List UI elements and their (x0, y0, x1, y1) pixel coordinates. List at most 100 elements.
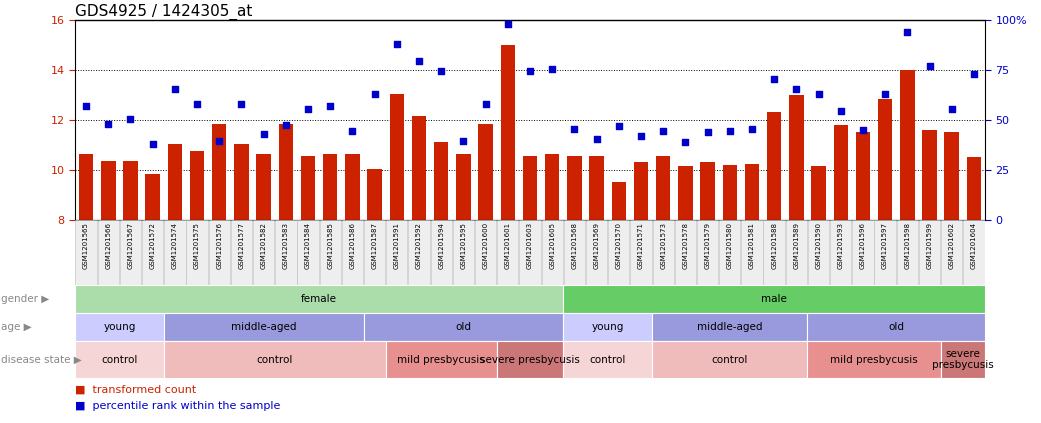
Bar (163, 313, 363, 341)
Text: GSM1201583: GSM1201583 (283, 222, 288, 269)
Text: control: control (712, 354, 747, 365)
Bar (98, 220, 119, 285)
Bar (941, 220, 962, 285)
Text: GSM1201588: GSM1201588 (771, 222, 778, 269)
Text: control: control (589, 354, 626, 365)
Bar (168, 144, 182, 220)
Point (322, 103, 338, 110)
Point (345, 128, 361, 135)
Bar (878, 99, 892, 220)
Text: GSM1201589: GSM1201589 (793, 222, 799, 269)
Text: young: young (591, 322, 624, 332)
Bar (545, 154, 559, 220)
Bar (101, 161, 116, 220)
Bar (919, 220, 940, 285)
Bar (301, 156, 315, 220)
Text: GSM1201601: GSM1201601 (505, 222, 511, 269)
Bar (523, 156, 537, 220)
Bar (900, 70, 915, 220)
Text: GSM1201565: GSM1201565 (83, 222, 90, 269)
Bar (808, 313, 985, 341)
Bar (475, 220, 497, 285)
Text: ■  percentile rank within the sample: ■ percentile rank within the sample (75, 401, 280, 411)
Text: severe
presbycusis: severe presbycusis (932, 349, 994, 370)
Point (366, 91, 383, 97)
Bar (75, 313, 163, 341)
Bar (896, 220, 918, 285)
Bar (341, 220, 363, 285)
Text: GSM1201566: GSM1201566 (105, 222, 111, 269)
Bar (634, 162, 649, 220)
Point (300, 105, 316, 112)
Point (477, 100, 493, 107)
Text: GSM1201603: GSM1201603 (527, 222, 533, 269)
Point (388, 40, 405, 47)
Point (833, 108, 849, 115)
Bar (811, 166, 826, 220)
Text: GSM1201604: GSM1201604 (971, 222, 976, 269)
Point (543, 66, 560, 72)
Bar (611, 182, 626, 220)
Text: GSM1201577: GSM1201577 (238, 222, 245, 269)
Bar (142, 220, 163, 285)
Text: middle-aged: middle-aged (697, 322, 762, 332)
Text: GSM1201580: GSM1201580 (727, 222, 733, 269)
Bar (963, 220, 985, 285)
Text: GSM1201579: GSM1201579 (705, 222, 711, 269)
Bar (656, 156, 670, 220)
Text: old: old (888, 322, 905, 332)
Text: old: old (455, 322, 472, 332)
Point (255, 130, 272, 137)
Bar (630, 220, 652, 285)
Text: GSM1201605: GSM1201605 (550, 222, 555, 269)
Bar (298, 220, 319, 285)
Point (655, 128, 671, 135)
Text: GSM1201602: GSM1201602 (948, 222, 955, 269)
Bar (412, 116, 426, 220)
Bar (75, 341, 163, 378)
Text: GSM1201571: GSM1201571 (638, 222, 644, 269)
Bar (208, 220, 230, 285)
Text: GDS4925 / 1424305_at: GDS4925 / 1424305_at (75, 4, 252, 20)
Bar (767, 113, 782, 220)
Point (588, 135, 605, 142)
Bar (275, 220, 297, 285)
Bar (186, 220, 208, 285)
Bar (808, 341, 941, 378)
Bar (701, 162, 715, 220)
Bar (212, 124, 227, 220)
Bar (79, 154, 94, 220)
Bar (653, 220, 674, 285)
Point (966, 70, 983, 77)
Bar (386, 341, 497, 378)
Bar (75, 220, 97, 285)
Bar (146, 174, 160, 220)
Text: GSM1201594: GSM1201594 (438, 222, 445, 269)
Bar (589, 156, 604, 220)
Bar (363, 313, 563, 341)
Point (899, 29, 916, 36)
Text: GSM1201582: GSM1201582 (260, 222, 266, 269)
Bar (367, 169, 382, 220)
Bar (564, 220, 585, 285)
Bar (541, 220, 563, 285)
Bar (253, 220, 275, 285)
Bar (830, 220, 852, 285)
Point (100, 121, 117, 127)
Text: GSM1201574: GSM1201574 (172, 222, 178, 269)
Bar (75, 285, 563, 313)
Point (411, 58, 428, 65)
Text: GSM1201578: GSM1201578 (682, 222, 688, 269)
Text: GSM1201585: GSM1201585 (327, 222, 333, 269)
Bar (967, 157, 981, 220)
Point (700, 129, 716, 136)
Point (233, 100, 250, 107)
Bar (808, 220, 830, 285)
Point (78, 103, 95, 110)
Text: mild presbycusis: mild presbycusis (830, 354, 918, 365)
Bar (722, 165, 737, 220)
Text: GSM1201598: GSM1201598 (905, 222, 910, 269)
Bar (453, 220, 474, 285)
Bar (434, 143, 449, 220)
Bar (431, 220, 452, 285)
